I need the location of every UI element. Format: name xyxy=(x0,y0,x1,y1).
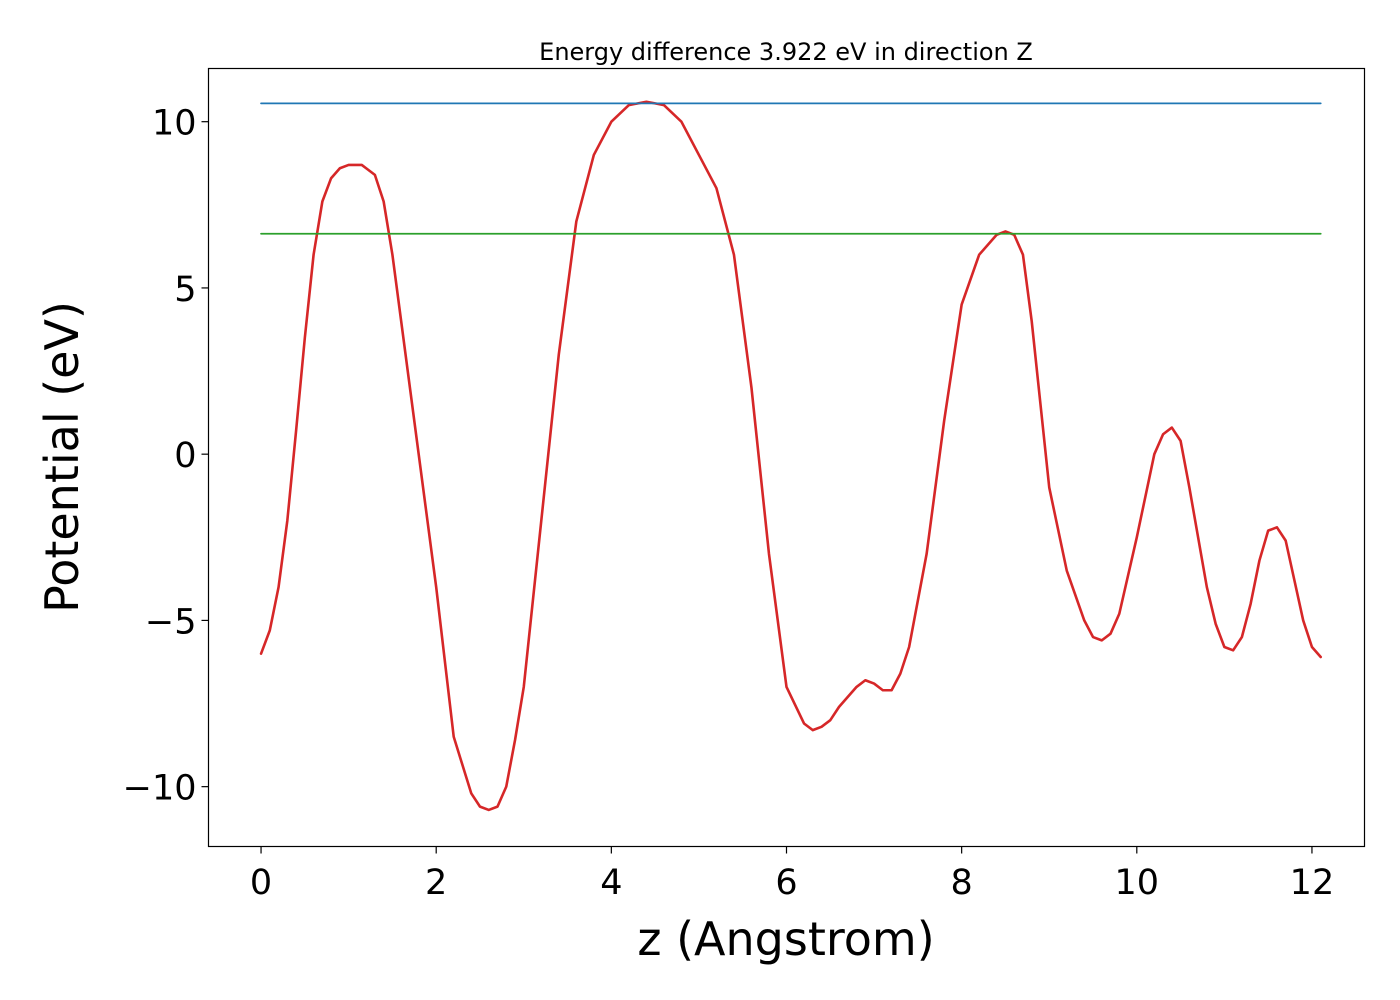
series-layer xyxy=(259,100,1323,812)
x-tick-label: 10 xyxy=(1115,863,1160,903)
x-tick-label: 6 xyxy=(775,863,797,903)
chart-title: Energy difference 3.922 eV in direction … xyxy=(539,38,1033,66)
y-axis: −10 −5 0 5 10 xyxy=(123,104,209,809)
y-axis-label: Potential (eV) xyxy=(35,301,89,613)
y-tick-label: −5 xyxy=(145,602,197,642)
x-tick-label: 2 xyxy=(425,863,447,903)
x-tick-label: 0 xyxy=(250,863,272,903)
x-tick-label: 12 xyxy=(1290,863,1335,903)
x-axis-label: z (Angstrom) xyxy=(637,912,934,966)
y-tick-label: 0 xyxy=(174,436,196,476)
x-tick-label: 8 xyxy=(951,863,973,903)
y-tick-label: 10 xyxy=(152,104,197,144)
y-tick-label: 5 xyxy=(174,270,196,310)
y-tick-label: −10 xyxy=(123,769,197,809)
x-tick-label: 4 xyxy=(600,863,622,903)
x-axis: 0 2 4 6 8 10 12 xyxy=(250,846,1335,903)
plot-frame xyxy=(207,67,1366,848)
series-line-0 xyxy=(259,100,1323,812)
